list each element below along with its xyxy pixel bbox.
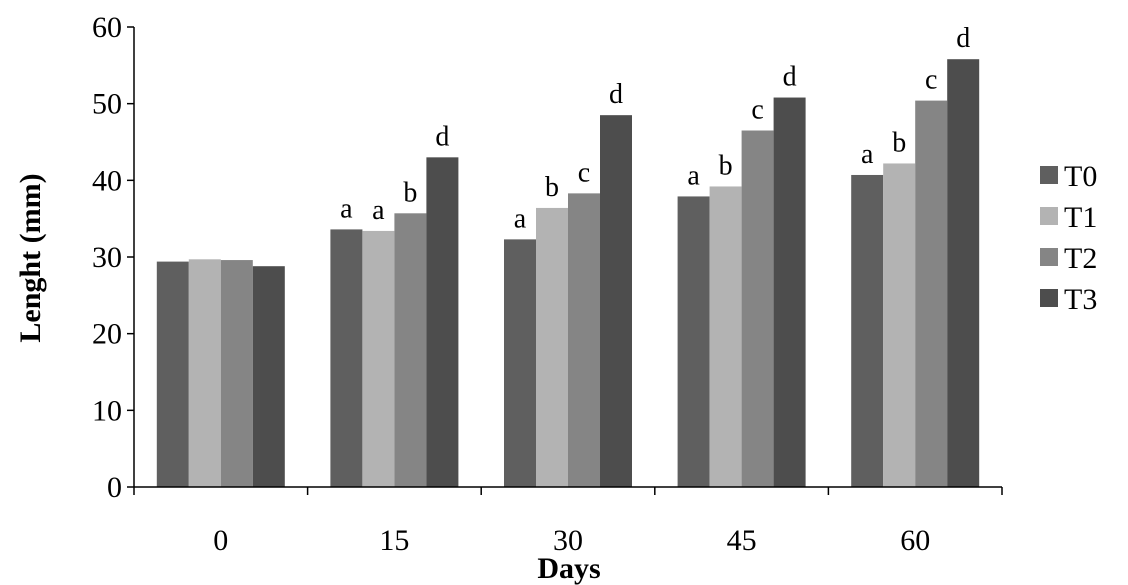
significance-label: d xyxy=(783,62,797,93)
significance-label: a xyxy=(861,139,874,170)
significance-label: b xyxy=(892,127,906,158)
y-tick-label: 40 xyxy=(92,164,122,197)
bar-t1-day-15 xyxy=(362,230,395,487)
x-axis-title: Days xyxy=(537,552,600,585)
bar-t1-day-45 xyxy=(709,186,742,487)
significance-label: a xyxy=(514,203,527,234)
bar-t2-day-0 xyxy=(220,260,253,487)
bar-t0-day-0 xyxy=(156,261,189,487)
bar-t1-day-60 xyxy=(883,163,916,487)
significance-label: b xyxy=(719,150,733,181)
y-ticks-group: 0 10 20 30 40 50 60 xyxy=(92,11,134,504)
legend-swatch xyxy=(1040,248,1058,266)
significance-label: a xyxy=(687,160,700,191)
significance-label: a xyxy=(372,195,385,226)
y-tick-label: 50 xyxy=(92,88,122,121)
y-tick-label: 20 xyxy=(92,318,122,351)
bar-t3-day-60 xyxy=(947,59,980,487)
bar-t0-day-30 xyxy=(504,239,536,487)
bar-t0-day-60 xyxy=(851,174,884,487)
bar-t2-day-45 xyxy=(741,130,774,487)
bar-t3-day-15 xyxy=(426,157,459,488)
legend-swatch xyxy=(1040,166,1058,184)
y-tick-label: 0 xyxy=(107,471,122,504)
significance-label: c xyxy=(578,157,590,188)
y-tick-label: 60 xyxy=(92,11,122,44)
x-tick-label: 30 xyxy=(553,524,583,557)
bar-t0-day-45 xyxy=(677,196,710,487)
significance-label: d xyxy=(435,121,449,152)
y-tick-label: 30 xyxy=(92,241,122,274)
bar-t0-day-15 xyxy=(330,229,363,487)
x-tick-label: 60 xyxy=(900,524,930,557)
significance-label: d xyxy=(609,79,623,110)
legend: T0 T1 T2 T3 xyxy=(1040,160,1097,316)
bar-t1-day-0 xyxy=(188,259,221,487)
y-axis-title: Lenght (mm) xyxy=(14,173,47,342)
bar-t2-day-15 xyxy=(394,213,427,488)
significance-label: a xyxy=(340,193,353,224)
legend-label: T1 xyxy=(1064,201,1097,234)
significance-label: b xyxy=(403,177,417,208)
legend-swatch xyxy=(1040,289,1058,307)
significance-label: b xyxy=(545,172,559,203)
bar-t3-day-45 xyxy=(773,97,806,488)
x-tick-label: 15 xyxy=(379,524,409,557)
significance-label: c xyxy=(751,95,763,126)
bars-group xyxy=(156,59,980,488)
bar-t2-day-60 xyxy=(915,100,948,487)
y-tick-label: 10 xyxy=(92,394,122,427)
bar-t1-day-30 xyxy=(536,207,568,487)
legend-label: T2 xyxy=(1064,242,1097,275)
bar-t2-day-30 xyxy=(568,193,600,487)
legend-swatch xyxy=(1040,207,1058,225)
x-ticks-group: 0 15 30 45 60 xyxy=(133,487,1003,557)
bar-t3-day-30 xyxy=(600,115,632,488)
bar-t3-day-0 xyxy=(252,266,285,487)
legend-label: T0 xyxy=(1064,160,1097,193)
significance-label: c xyxy=(925,65,937,96)
x-tick-label: 45 xyxy=(727,524,757,557)
significance-label: d xyxy=(956,23,970,54)
x-tick-label: 0 xyxy=(213,524,228,557)
legend-label: T3 xyxy=(1064,283,1097,316)
